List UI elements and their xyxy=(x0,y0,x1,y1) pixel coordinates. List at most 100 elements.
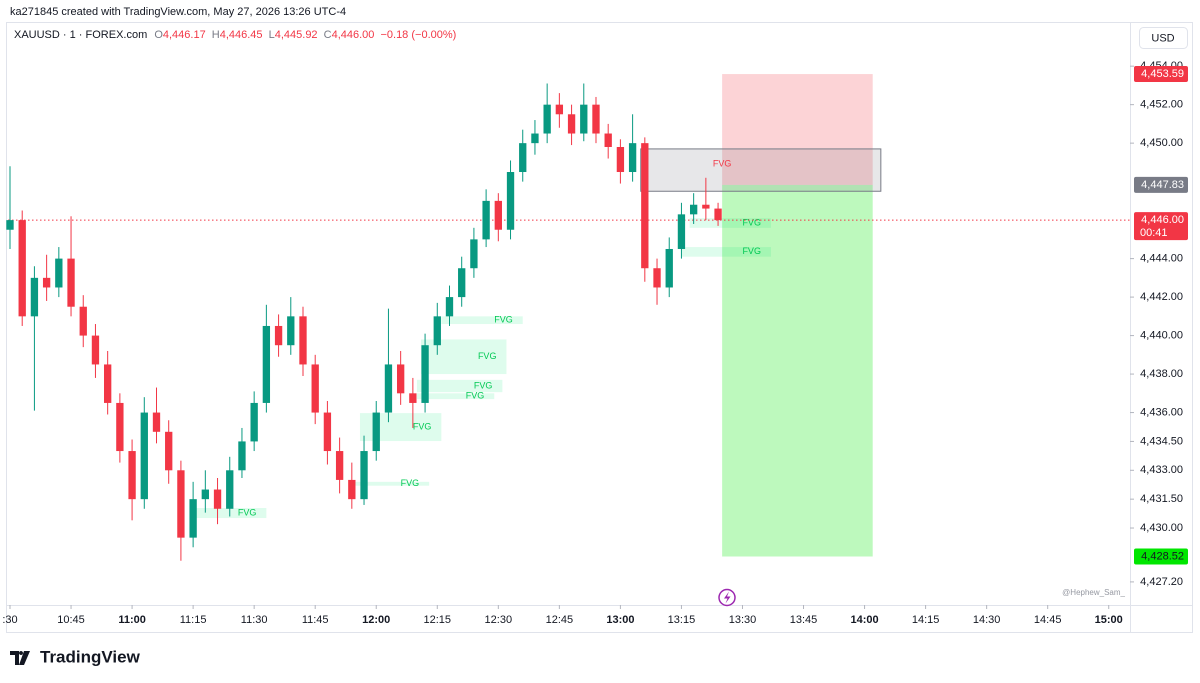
candle-body xyxy=(116,402,124,452)
x-tick-label: :30 xyxy=(2,614,17,626)
candle-body xyxy=(567,114,576,134)
candle-body xyxy=(128,451,136,500)
candle-body xyxy=(506,172,515,230)
x-tick-label: 14:15 xyxy=(912,614,940,626)
x-tick-label: 10:45 xyxy=(57,614,85,626)
candle-body xyxy=(360,451,368,500)
candle-body xyxy=(140,412,148,500)
candle-body xyxy=(177,470,185,538)
legend-key: C xyxy=(324,29,332,41)
candle-body xyxy=(433,316,441,346)
fvg-label: FVG xyxy=(238,507,257,517)
candle-body xyxy=(641,143,649,269)
candle-body xyxy=(6,220,14,230)
x-tick-label: 12:45 xyxy=(546,614,574,626)
x-tick-label: 11:00 xyxy=(118,614,146,626)
candle-body xyxy=(104,364,112,403)
legend-value: 4,446.45 xyxy=(220,29,263,41)
candle-body xyxy=(677,214,686,249)
fvg-zone xyxy=(351,481,430,486)
candle-body xyxy=(55,258,63,288)
candle-body xyxy=(311,364,319,413)
currency[interactable]: USD xyxy=(1151,32,1174,44)
stop-zone xyxy=(722,74,873,185)
fvg-label: FVG xyxy=(474,380,493,390)
brand: TradingView xyxy=(40,647,141,666)
candle-body xyxy=(250,402,258,442)
x-tick-label: 14:00 xyxy=(850,614,878,626)
x-tick-label: 13:30 xyxy=(729,614,757,626)
candle-body xyxy=(628,143,637,173)
candle-body xyxy=(482,200,490,240)
tv-logo: TradingView xyxy=(10,647,141,666)
candle-body xyxy=(653,268,661,288)
stop-price-box xyxy=(1134,66,1188,83)
x-tick-label: 13:15 xyxy=(668,614,696,626)
candle-body xyxy=(30,277,39,317)
candle-body xyxy=(226,470,234,509)
candle-body xyxy=(409,393,417,403)
y-tick-label: 4,444.00 xyxy=(1140,253,1183,265)
fvg-zone xyxy=(681,247,771,257)
x-tick-label: 13:00 xyxy=(606,614,634,626)
candle-body xyxy=(616,146,625,173)
y-tick-label: 4,442.00 xyxy=(1140,291,1183,303)
fvg-label: FVG xyxy=(466,391,485,401)
candle-body xyxy=(592,104,600,134)
legend-value: 4,446.00 xyxy=(332,29,375,41)
candle-body xyxy=(201,489,209,500)
currency-button[interactable] xyxy=(1139,27,1188,49)
x-tick-label: 12:30 xyxy=(485,614,513,626)
y-tick-label: 4,438.00 xyxy=(1140,368,1183,380)
fvg-label: FVG xyxy=(401,478,420,488)
candle-body xyxy=(42,277,51,288)
candle-body xyxy=(396,364,405,394)
symbol: XAUUSD · 1 · FOREX.com xyxy=(14,29,147,41)
fvg-label: FVG xyxy=(478,351,497,361)
stop-price-label: 4,453.59 xyxy=(1141,68,1184,80)
candle-body xyxy=(299,316,307,365)
candle-body xyxy=(372,412,380,452)
y-tick-label: 4,436.00 xyxy=(1140,406,1183,418)
candle-body xyxy=(531,133,539,144)
candle-body xyxy=(689,204,698,215)
icon-bolt[interactable] xyxy=(724,591,731,604)
candle-body xyxy=(67,258,75,307)
y-tick-label: 4,431.50 xyxy=(1140,493,1183,505)
candle-body xyxy=(543,104,551,134)
current-price-box xyxy=(1134,212,1188,241)
entry-price-box xyxy=(1134,176,1188,193)
y-tick-label: 4,427.20 xyxy=(1140,576,1183,588)
x-tick-label: 12:15 xyxy=(424,614,452,626)
legend-value: 4,445.92 xyxy=(275,29,318,41)
lightning-icon[interactable] xyxy=(718,588,736,607)
x-tick-label: 11:30 xyxy=(241,614,268,626)
x-tick-label: 14:30 xyxy=(973,614,1001,626)
x-tick-label: 14:45 xyxy=(1034,614,1062,626)
fvg-label: FVG xyxy=(742,217,761,227)
candle-body xyxy=(458,268,466,298)
candle-body xyxy=(665,248,673,288)
logo-mark xyxy=(10,651,30,665)
candle-body xyxy=(274,325,283,346)
x-tick-label: 11:15 xyxy=(180,614,207,626)
target-zone xyxy=(722,184,873,557)
candle-body xyxy=(189,499,197,538)
x-tick-label: 13:45 xyxy=(790,614,818,626)
watermark: @Hephew_Sam_ xyxy=(1062,588,1125,597)
candle-body xyxy=(702,204,710,209)
y-tick-label: 4,450.00 xyxy=(1140,137,1183,149)
target-price-label: 4,428.52 xyxy=(1141,550,1184,562)
x-tick-label: 12:00 xyxy=(362,614,390,626)
candle-body xyxy=(470,239,478,269)
candle-body xyxy=(335,451,344,480)
candle-body xyxy=(348,479,356,500)
fvg-label: FVG xyxy=(494,315,513,325)
legend-key: L xyxy=(269,29,275,41)
y-tick-label: 4,434.50 xyxy=(1140,435,1183,447)
y-tick-label: 4,433.00 xyxy=(1140,464,1183,476)
candle-body xyxy=(604,133,612,147)
y-tick-label: 4,430.00 xyxy=(1140,522,1183,534)
